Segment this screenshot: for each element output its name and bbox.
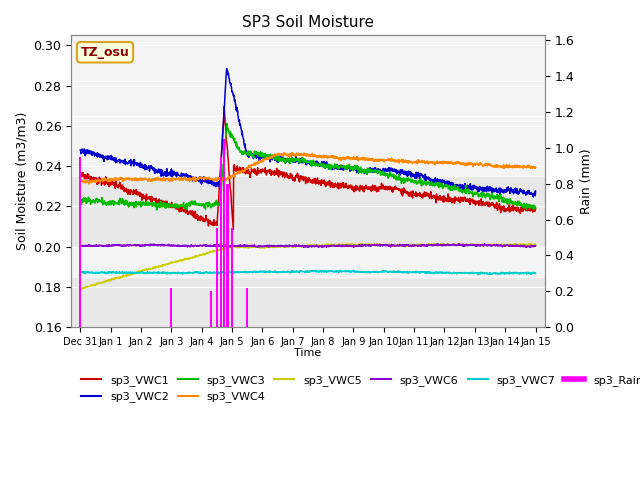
Bar	[170, 288, 172, 327]
Bar	[227, 184, 228, 327]
Legend: sp3_VWC1, sp3_VWC2, sp3_VWC3, sp3_VWC4, sp3_VWC5, sp3_VWC6, sp3_VWC7, sp3_Rain: sp3_VWC1, sp3_VWC2, sp3_VWC3, sp3_VWC4, …	[77, 371, 640, 407]
Y-axis label: Soil Moisture (m3/m3): Soil Moisture (m3/m3)	[15, 112, 28, 251]
Title: SP3 Soil Moisture: SP3 Soil Moisture	[242, 15, 374, 30]
X-axis label: Time: Time	[294, 348, 321, 358]
Bar	[210, 291, 212, 327]
Bar	[71, 247, 545, 277]
Bar	[220, 157, 223, 327]
Bar	[231, 228, 233, 327]
Bar	[246, 288, 248, 327]
Bar	[216, 228, 218, 327]
Bar	[71, 36, 545, 116]
Text: TZ_osu: TZ_osu	[81, 46, 129, 59]
Bar	[71, 116, 545, 176]
Y-axis label: Rain (mm): Rain (mm)	[580, 148, 593, 214]
Bar	[79, 157, 81, 327]
Bar	[223, 139, 225, 327]
